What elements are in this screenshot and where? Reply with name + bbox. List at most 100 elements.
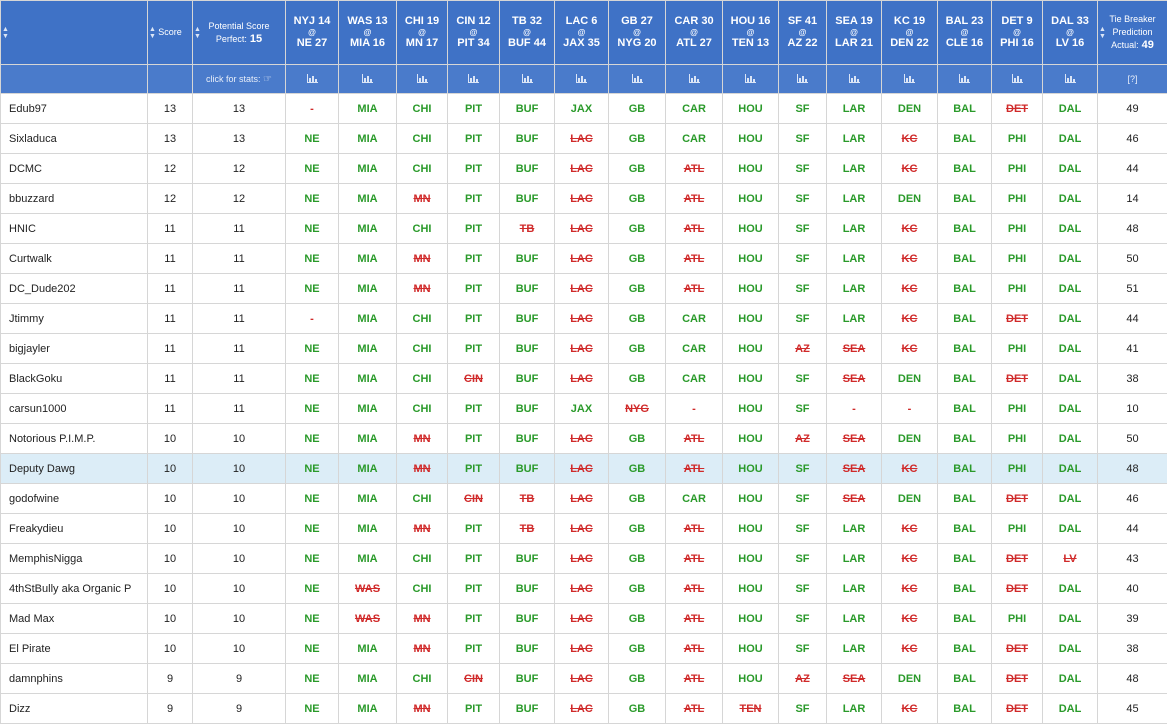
game-stats-button[interactable] — [778, 64, 827, 94]
player-name[interactable]: bbuzzard — [0, 183, 148, 214]
game-stats-button[interactable] — [447, 64, 500, 94]
player-name[interactable]: DCMC — [0, 153, 148, 184]
player-name[interactable]: Edub97 — [0, 93, 148, 124]
player-name[interactable]: 4thStBully aka Organic P — [0, 573, 148, 604]
game-stats-button[interactable] — [554, 64, 609, 94]
bar-chart-icon[interactable] — [1011, 73, 1023, 83]
bar-chart-icon[interactable] — [631, 73, 643, 83]
game-stats-button[interactable] — [881, 64, 938, 94]
table-row[interactable]: godofwine 10 10 NE MIA CHI CIN TB LAC GB CAR HOU SF S… — [0, 483, 1167, 514]
bar-chart-icon[interactable] — [521, 73, 533, 83]
game-stats-button[interactable] — [1042, 64, 1098, 94]
table-row[interactable]: BlackGoku 11 11 NE MIA CHI CIN BUF LAC GB CAR HOU SF… — [0, 363, 1167, 394]
game-stats-button[interactable] — [499, 64, 555, 94]
table-row[interactable]: Mad Max 10 10 NE WAS MN PIT BUF LAC GB ATL HOU SF LAR… — [0, 603, 1167, 634]
player-name[interactable]: Deputy Dawg — [0, 453, 148, 484]
game-stats-button[interactable] — [608, 64, 666, 94]
table-row[interactable]: DCMC 12 12 NE MIA CHI PIT BUF LAC GB ATL HOU SF LAR KC… — [0, 153, 1167, 184]
game-stats-button[interactable] — [991, 64, 1043, 94]
player-name[interactable]: godofwine — [0, 483, 148, 514]
bar-chart-icon[interactable] — [416, 73, 428, 83]
player-name[interactable]: El Pirate — [0, 633, 148, 664]
bar-chart-icon[interactable] — [797, 73, 808, 83]
player-name[interactable]: Curtwalk — [0, 243, 148, 274]
game-column-header[interactable]: KC 19 @ DEN 22 — [881, 0, 938, 65]
bar-chart-icon[interactable] — [468, 73, 479, 83]
table-row[interactable]: bigjayler 11 11 NE MIA CHI PIT BUF LAC GB CAR HOU AZ… — [0, 333, 1167, 364]
game-stats-button[interactable] — [285, 64, 339, 94]
bar-chart-icon[interactable] — [745, 73, 756, 83]
sort-arrows-icon[interactable]: ▲ ▼ — [149, 25, 156, 40]
player-name[interactable]: MemphisNigga — [0, 543, 148, 574]
bar-chart-icon[interactable] — [576, 73, 587, 83]
table-row[interactable]: Freakydieu 10 10 NE MIA MN PIT TB LAC GB ATL HOU SF L… — [0, 513, 1167, 544]
player-name[interactable]: BlackGoku — [0, 363, 148, 394]
table-row[interactable]: damnphins 9 9 NE MIA CHI CIN BUF LAC GB ATL HOU AZ SE… — [0, 663, 1167, 694]
game-column-header[interactable]: GB 27 @ NYG 20 — [608, 0, 666, 65]
game-column-header[interactable]: HOU 16 @ TEN 13 — [722, 0, 779, 65]
table-row[interactable]: 4thStBully aka Organic P 10 10 NE WAS CHI PIT B… — [0, 573, 1167, 604]
table-row[interactable]: HNIC 11 11 NE MIA CHI PIT TB LAC GB ATL HOU SF LAR KC B… — [0, 213, 1167, 244]
game-stats-button[interactable] — [396, 64, 448, 94]
player-name[interactable]: Notorious P.I.M.P. — [0, 423, 148, 454]
player-name[interactable]: DC_Dude202 — [0, 273, 148, 304]
game-stats-button[interactable] — [937, 64, 992, 94]
player-name[interactable]: Dizz — [0, 693, 148, 724]
player-name[interactable]: Jtimmy — [0, 303, 148, 334]
game-stats-button[interactable] — [338, 64, 397, 94]
game-column-header[interactable]: TB 32 @ BUF 44 — [499, 0, 555, 65]
bar-chart-icon[interactable] — [959, 73, 970, 83]
player-name[interactable]: carsun1000 — [0, 393, 148, 424]
game-column-header[interactable]: SF 41 @ AZ 22 — [778, 0, 827, 65]
sort-arrows-icon[interactable]: ▲ ▼ — [1099, 25, 1106, 40]
tiebreaker-column-header[interactable]: ▲ ▼ Tie Breaker Prediction Actual: 49 — [1097, 0, 1167, 65]
game-column-header[interactable]: DET 9 @ PHI 16 — [991, 0, 1043, 65]
help-link-text[interactable]: [?] — [1127, 74, 1138, 84]
bar-chart-icon[interactable] — [306, 73, 318, 83]
game-stats-button[interactable] — [826, 64, 882, 94]
player-name[interactable]: damnphins — [0, 663, 148, 694]
potential-column-header[interactable]: ▲ ▼ Potential Score Perfect: 15 — [192, 0, 286, 65]
table-row[interactable]: Sixladuca 13 13 NE MIA CHI PIT BUF LAC GB CAR HOU SF… — [0, 123, 1167, 154]
table-row[interactable]: Curtwalk 11 11 NE MIA MN PIT BUF LAC GB ATL HOU SF LA… — [0, 243, 1167, 274]
game-column-header[interactable]: LAC 6 @ JAX 35 — [554, 0, 609, 65]
table-row[interactable]: carsun1000 11 11 NE MIA CHI PIT BUF JAX NYG - HOU SF… — [0, 393, 1167, 424]
game-column-header[interactable]: BAL 23 @ CLE 16 — [937, 0, 992, 65]
bar-chart-icon[interactable] — [848, 73, 860, 83]
bar-chart-icon[interactable] — [362, 73, 373, 83]
table-row[interactable]: MemphisNigga 10 10 NE MIA CHI PIT BUF LAC GB ATL HO… — [0, 543, 1167, 574]
game-column-header[interactable]: CAR 30 @ ATL 27 — [665, 0, 723, 65]
table-row[interactable]: Notorious P.I.M.P. 10 10 NE MIA MN PIT BUF LAC GB… — [0, 423, 1167, 454]
bar-chart-icon[interactable] — [688, 73, 700, 83]
pick-cell: GB — [608, 273, 666, 304]
player-name[interactable]: HNIC — [0, 213, 148, 244]
pick-team: PHI — [1007, 192, 1027, 205]
bar-chart-icon[interactable] — [904, 73, 915, 83]
table-row[interactable]: Jtimmy 11 11- MIA CHI PIT BUF LAC GB CAR HOU SF LAR K… — [0, 303, 1167, 334]
sort-arrows-icon[interactable]: ▲ ▼ — [2, 25, 9, 40]
table-row[interactable]: Edub97 13 13- MIA CHI PIT BUF JAX GB CAR HOU SF LAR D… — [0, 93, 1167, 124]
tiebreaker-help-link[interactable]: [?] — [1097, 64, 1167, 94]
table-row[interactable]: DC_Dude202 11 11 NE MIA MN PIT BUF LAC GB ATL HOU SF… — [0, 273, 1167, 304]
table-row[interactable]: El Pirate 10 10 NE MIA MN PIT BUF LAC GB ATL HOU SF L… — [0, 633, 1167, 664]
game-column-header[interactable]: CHI 19 @ MN 17 — [396, 0, 448, 65]
game-column-header[interactable]: NYJ 14 @ NE 27 — [285, 0, 339, 65]
game-column-header[interactable]: DAL 33 @ LV 16 — [1042, 0, 1098, 65]
table-row[interactable]: bbuzzard 12 12 NE MIA MN PIT BUF LAC GB ATL HOU SF LA… — [0, 183, 1167, 214]
game-column-header[interactable]: SEA 19 @ LAR 21 — [826, 0, 882, 65]
game-column-header[interactable]: WAS 13 @ MIA 16 — [338, 0, 397, 65]
score-column-header[interactable]: ▲ ▼ Score — [147, 0, 193, 65]
pick-team: NE — [304, 552, 320, 565]
player-name[interactable]: Mad Max — [0, 603, 148, 634]
player-name[interactable]: Sixladuca — [0, 123, 148, 154]
player-name[interactable]: Freakydieu — [0, 513, 148, 544]
game-column-header[interactable]: CIN 12 @ PIT 34 — [447, 0, 500, 65]
game-stats-button[interactable] — [665, 64, 723, 94]
table-row[interactable]: Dizz 9 9 NE MIA MN PIT BUF LAC GB ATL TEN SF LAR KC BAL… — [0, 693, 1167, 724]
name-column-header[interactable]: ▲ ▼ — [0, 0, 148, 65]
sort-arrows-icon[interactable]: ▲ ▼ — [194, 25, 201, 40]
bar-chart-icon[interactable] — [1064, 73, 1076, 83]
game-stats-button[interactable] — [722, 64, 779, 94]
table-row[interactable]: Deputy Dawg 10 10 NE MIA MN PIT BUF LAC GB ATL HOU S… — [0, 453, 1167, 484]
player-name[interactable]: bigjayler — [0, 333, 148, 364]
